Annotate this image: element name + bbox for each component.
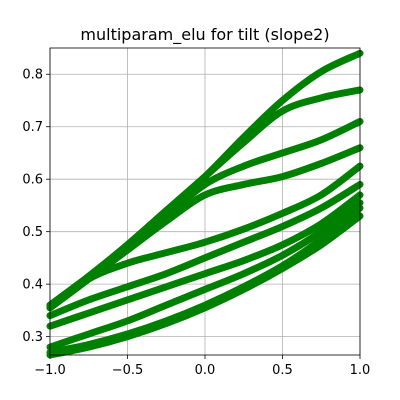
y-axis: 0.3 0.4 0.5 0.6 0.7 0.8 — [22, 68, 50, 345]
y-tick-label: 0.7 — [22, 120, 43, 135]
x-tick-label: 1.0 — [350, 363, 371, 378]
chart-title: multiparam_elu for tilt (slope2) — [80, 25, 329, 45]
series-line-5 — [46, 162, 364, 309]
x-tick-label: 0.0 — [195, 363, 216, 378]
curves — [46, 49, 364, 359]
x-axis: −1.0 −0.5 0.0 0.5 1.0 — [34, 355, 370, 378]
series-line-8 — [46, 199, 364, 351]
x-tick-label: −0.5 — [112, 363, 144, 378]
y-tick-label: 0.5 — [22, 225, 43, 240]
grid — [49, 48, 361, 355]
x-tick-label: 0.5 — [272, 363, 293, 378]
y-tick-label: 0.8 — [22, 68, 43, 83]
x-tick-label: −1.0 — [34, 363, 66, 378]
y-tick-label: 0.4 — [22, 278, 43, 293]
y-tick-label: 0.3 — [22, 330, 43, 345]
series-line-10 — [46, 212, 364, 359]
series-line-7 — [46, 191, 364, 330]
y-tick-label: 0.6 — [22, 173, 43, 188]
series-line-6 — [46, 180, 364, 320]
